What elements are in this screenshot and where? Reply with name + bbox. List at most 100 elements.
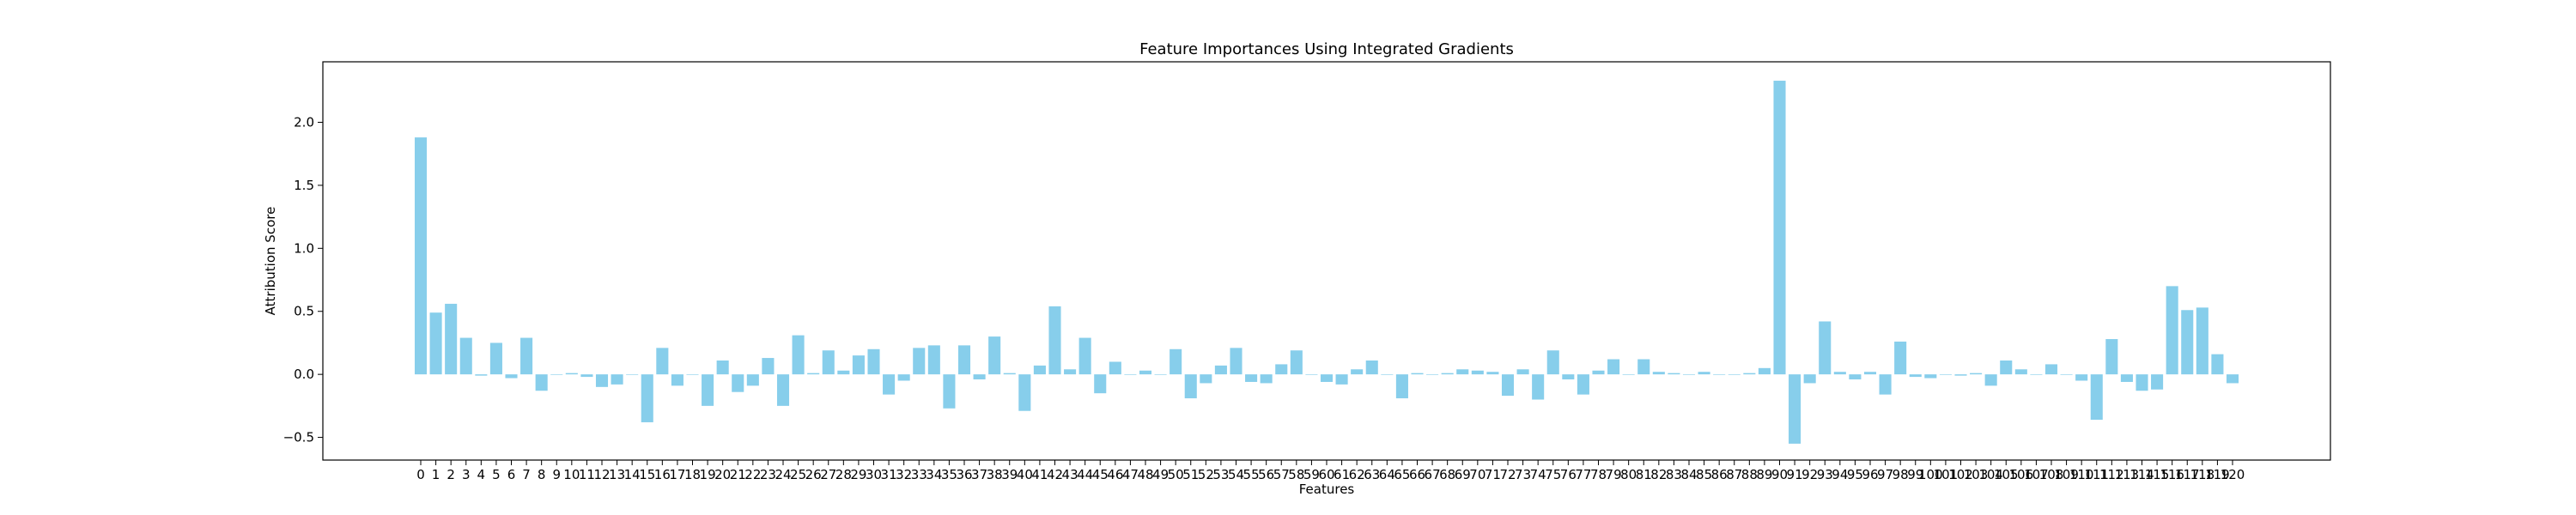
x-tick-label: 31	[881, 467, 897, 482]
bar-feature-34	[927, 345, 940, 375]
bar-feature-104	[1984, 374, 1997, 386]
bar-feature-24	[776, 374, 790, 406]
bar-feature-30	[867, 348, 880, 375]
x-tick-label: 87	[1726, 467, 1742, 482]
x-tick-label: 68	[1439, 467, 1455, 482]
x-tick-label: 118	[2190, 467, 2215, 482]
x-tick-label: 37	[971, 467, 987, 482]
x-tick-label: 113	[2115, 467, 2140, 482]
bar-feature-109	[2060, 374, 2073, 375]
bar-feature-117	[2181, 310, 2194, 375]
x-tick-label: 11	[579, 467, 595, 482]
x-tick-label: 9	[552, 467, 561, 482]
x-tick-label: 116	[2160, 467, 2184, 482]
bar-feature-9	[550, 374, 563, 375]
bar-feature-73	[1516, 369, 1529, 375]
bar-feature-35	[943, 374, 956, 409]
x-tick-label: 63	[1364, 467, 1380, 482]
x-tick-label: 111	[2084, 467, 2109, 482]
bar-feature-93	[1819, 321, 1832, 375]
x-tick-label: 0	[416, 467, 425, 482]
bar-feature-96	[1863, 372, 1877, 375]
bar-feature-28	[837, 370, 850, 375]
bar-feature-25	[792, 335, 805, 375]
x-tick-label: 25	[790, 467, 806, 482]
x-tick-label: 83	[1666, 467, 1682, 482]
x-tick-label: 46	[1107, 467, 1123, 482]
bar-feature-66	[1411, 373, 1424, 375]
x-tick-label: 40	[1017, 467, 1033, 482]
x-tick-label: 17	[669, 467, 685, 482]
y-tick-label: −0.5	[283, 430, 314, 445]
bar-feature-77	[1577, 374, 1589, 395]
bar-feature-45	[1094, 374, 1107, 394]
x-tick-label: 44	[1077, 467, 1093, 482]
x-tick-label: 28	[835, 467, 852, 482]
bar-feature-33	[913, 348, 926, 375]
bar-feature-19	[702, 374, 714, 406]
bar-feature-6	[505, 374, 518, 379]
x-tick-label: 54	[1228, 467, 1244, 482]
x-tick-label: 84	[1680, 467, 1697, 482]
y-axis-label: Attribution Score	[263, 207, 278, 316]
x-tick-label: 32	[896, 467, 912, 482]
bar-feature-13	[611, 374, 623, 385]
bar-feature-116	[2166, 286, 2178, 375]
plot-frame	[322, 61, 2331, 461]
bar-feature-44	[1078, 337, 1091, 375]
bar-feature-7	[520, 337, 533, 375]
bar-feature-76	[1562, 374, 1575, 380]
bar-feature-75	[1546, 350, 1559, 375]
x-tick-label: 96	[1862, 467, 1878, 482]
bar-feature-36	[957, 345, 971, 375]
bar-feature-120	[2226, 374, 2239, 384]
bar-feature-82	[1652, 372, 1665, 375]
x-tick-label: 97	[1877, 467, 1893, 482]
y-tick-label: 0.0	[294, 367, 314, 382]
bar-feature-91	[1789, 374, 1801, 444]
x-tick-label: 85	[1696, 467, 1712, 482]
x-tick-label: 43	[1062, 467, 1078, 482]
x-tick-label: 108	[2039, 467, 2064, 482]
x-tick-label: 106	[2009, 467, 2034, 482]
bar-feature-64	[1381, 374, 1394, 375]
bar-feature-58	[1290, 350, 1303, 375]
x-tick-label: 3	[462, 467, 471, 482]
x-tick-label: 119	[2205, 467, 2230, 482]
x-tick-label: 24	[775, 467, 791, 482]
x-tick-label: 71	[1485, 467, 1501, 482]
bar-feature-17	[671, 374, 683, 386]
bar-feature-43	[1064, 369, 1077, 375]
x-tick-label: 78	[1590, 467, 1607, 482]
x-tick-label: 56	[1258, 467, 1274, 482]
x-tick-label: 120	[2221, 467, 2245, 482]
x-tick-label: 49	[1152, 467, 1169, 482]
x-tick-label: 1	[432, 467, 440, 482]
bar-feature-111	[2090, 374, 2103, 421]
bar-feature-100	[1924, 374, 1937, 379]
bar-feature-97	[1879, 374, 1892, 395]
x-tick-label: 74	[1530, 467, 1546, 482]
y-tick-label: 1.0	[294, 240, 314, 256]
bar-feature-20	[716, 360, 729, 375]
x-tick-label: 94	[1832, 467, 1848, 482]
bar-feature-18	[686, 374, 699, 375]
y-tick-label: 2.0	[294, 114, 314, 130]
x-tick-label: 80	[1620, 467, 1637, 482]
bar-feature-11	[580, 374, 593, 378]
x-tick-label: 55	[1243, 467, 1260, 482]
bar-feature-60	[1320, 374, 1334, 382]
bar-feature-51	[1184, 374, 1197, 399]
bar-feature-55	[1245, 374, 1258, 382]
x-tick-label: 15	[639, 467, 655, 482]
x-tick-label: 72	[1499, 467, 1516, 482]
y-tick-label: 0.5	[294, 304, 314, 319]
bar-feature-27	[822, 350, 835, 375]
x-tick-label: 7	[522, 467, 531, 482]
x-tick-label: 79	[1606, 467, 1622, 482]
bar-feature-70	[1471, 370, 1484, 375]
x-tick-label: 50	[1168, 467, 1184, 482]
bar-feature-85	[1698, 372, 1710, 375]
bar-feature-47	[1124, 374, 1137, 375]
x-tick-label: 14	[624, 467, 641, 482]
